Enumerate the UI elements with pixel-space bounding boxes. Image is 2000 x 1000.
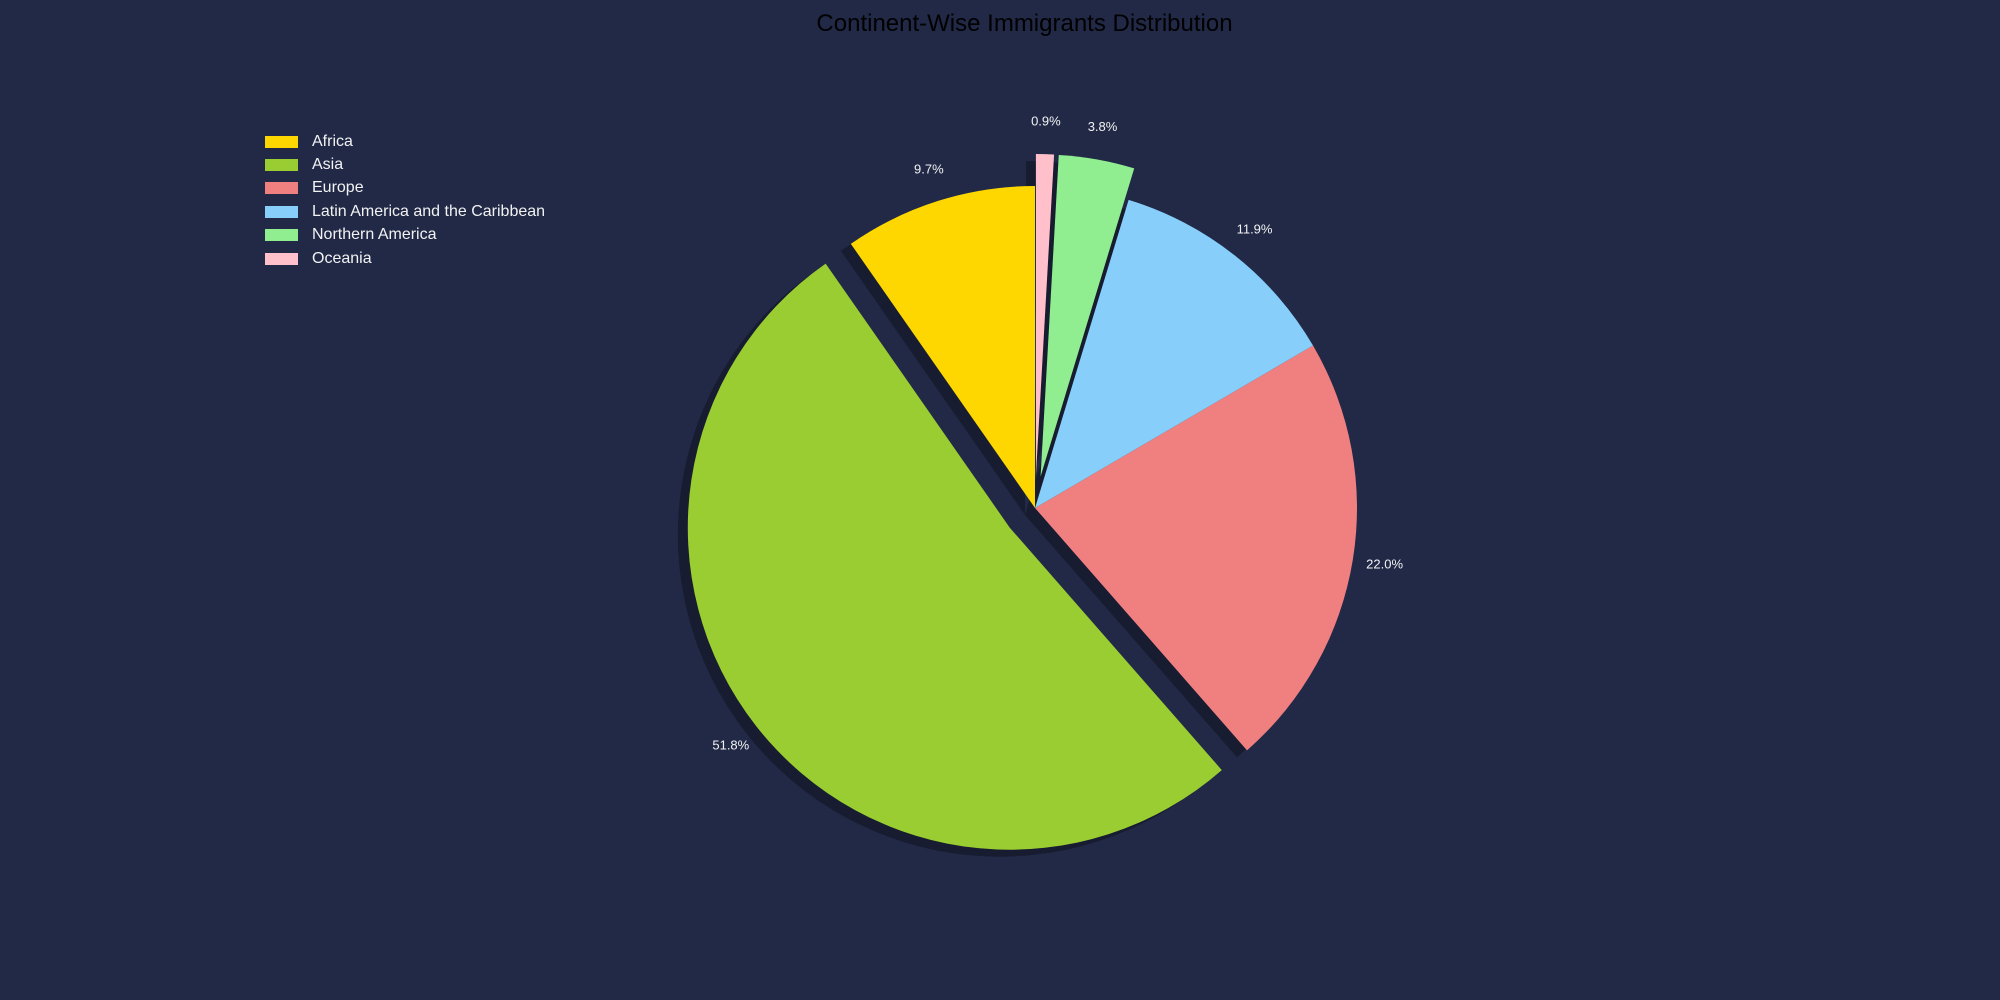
chart-title: Continent-Wise Immigrants Distribution (816, 10, 1233, 37)
legend-item-oceania: Oceania (265, 247, 545, 270)
legend-item-northern-america: Northern America (265, 224, 545, 247)
legend-item-latin-america-and-the-caribbean: Latin America and the Caribbean (265, 200, 545, 223)
legend-swatch (265, 159, 298, 172)
pie-slice-latin-america-and-the-caribbean (1035, 199, 1314, 509)
pie-slice-africa (850, 186, 1035, 508)
data-label-oceania: 0.9% (1031, 113, 1061, 128)
data-label-africa: 9.7% (914, 162, 944, 177)
legend-swatch (265, 252, 298, 265)
legend-label: Northern America (312, 226, 437, 244)
pie-slice-asia (687, 263, 1222, 850)
pie-slice-northern-america (1040, 155, 1135, 477)
pie-slice-europe (1035, 345, 1357, 751)
legend-label: Asia (312, 156, 344, 174)
legend-label: Europe (312, 179, 364, 197)
legend-swatch (265, 182, 298, 195)
pie-slice-oceania (1035, 154, 1055, 477)
legend-label: Africa (312, 132, 353, 150)
legend-swatch (265, 229, 298, 242)
data-label-latin-america-and-the-caribbean: 11.9% (1237, 221, 1273, 236)
legend-item-asia: Asia (265, 153, 545, 176)
data-label-europe: 22.0% (1366, 556, 1403, 571)
legend: Africa Asia Europe Latin America and the Ca… (265, 130, 545, 270)
legend-label: Oceania (312, 249, 372, 267)
data-label-asia: 51.8% (712, 737, 749, 752)
legend-label: Latin America and the Caribbean (312, 202, 546, 220)
legend-swatch (265, 135, 298, 148)
data-label-northern-america: 3.8% (1088, 119, 1118, 134)
legend-swatch (265, 205, 298, 218)
legend-item-africa: Africa (265, 130, 545, 153)
legend-item-europe: Europe (265, 177, 545, 200)
